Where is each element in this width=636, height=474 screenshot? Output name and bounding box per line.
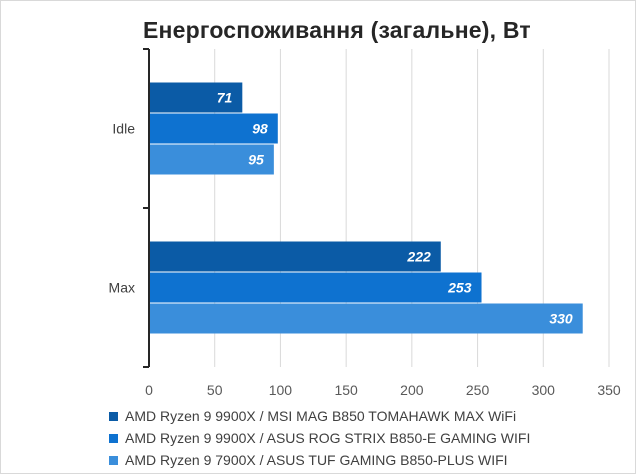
- legend: AMD Ryzen 9 9900X / MSI MAG B850 TOMAHAW…: [109, 405, 530, 471]
- bar: [149, 113, 278, 144]
- bar: [149, 82, 243, 113]
- x-tick-label: 150: [334, 382, 358, 398]
- bar: [149, 144, 274, 175]
- legend-label: AMD Ryzen 9 7900X / ASUS TUF GAMING B850…: [125, 452, 508, 468]
- x-tick-label: 100: [269, 382, 293, 398]
- data-label: 222: [406, 249, 431, 265]
- legend-item: AMD Ryzen 9 9900X / ASUS ROG STRIX B850-…: [109, 427, 530, 449]
- bar: [149, 303, 583, 334]
- y-category-label: Idle: [112, 121, 135, 137]
- x-tick-label: 300: [532, 382, 556, 398]
- legend-swatch: [109, 433, 118, 443]
- legend-item: AMD Ryzen 9 9900X / MSI MAG B850 TOMAHAW…: [109, 405, 530, 427]
- legend-swatch: [109, 411, 118, 421]
- x-tick-label: 250: [466, 382, 490, 398]
- data-label: 71: [217, 90, 233, 106]
- axes: 0 50 100 150 200 250 300 350 Idle Max: [109, 48, 621, 398]
- data-label: 95: [248, 152, 264, 168]
- data-label: 330: [549, 311, 573, 327]
- legend-swatch: [109, 455, 118, 465]
- bar: [149, 241, 441, 272]
- y-category-label: Max: [109, 280, 135, 296]
- chart-title: Енергоспоживання (загальне), Вт: [143, 17, 531, 43]
- data-label: 253: [447, 280, 472, 296]
- x-tick-label: 50: [207, 382, 223, 398]
- bar: [149, 272, 482, 303]
- x-tick-label: 200: [400, 382, 424, 398]
- data-label: 98: [252, 121, 268, 137]
- x-tick-label: 350: [597, 382, 621, 398]
- x-tick-label: 0: [145, 382, 153, 398]
- legend-label: AMD Ryzen 9 9900X / ASUS ROG STRIX B850-…: [125, 430, 531, 446]
- legend-label: AMD Ryzen 9 9900X / MSI MAG B850 TOMAHAW…: [125, 408, 517, 424]
- legend-item: AMD Ryzen 9 7900X / ASUS TUF GAMING B850…: [109, 449, 530, 471]
- bars: 71 98 95 222 253 330: [149, 82, 583, 334]
